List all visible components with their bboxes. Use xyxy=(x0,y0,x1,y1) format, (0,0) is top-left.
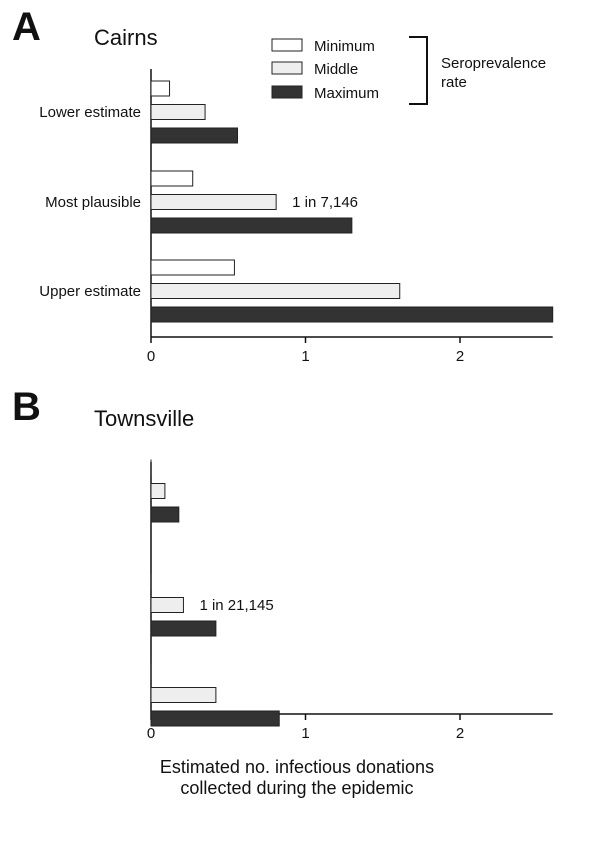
panel-letter: B xyxy=(12,385,41,429)
bar-maximum-2 xyxy=(150,620,217,637)
x-tick-label: 2 xyxy=(456,725,464,742)
x-tick-label: 0 xyxy=(147,348,155,365)
bar-middle-1 xyxy=(150,483,166,499)
bar-maximum-1 xyxy=(150,506,180,523)
legend-label-minimum: Minimum xyxy=(314,38,375,55)
bar-maximum-2 xyxy=(150,217,353,234)
legend-group-label: Seroprevalence xyxy=(441,55,546,72)
x-axis-label-line: collected during the epidemic xyxy=(180,778,413,798)
bar-minimum-3 xyxy=(150,259,235,276)
bar-annotation: 1 in 7,146 xyxy=(292,194,358,211)
legend-swatch-minimum xyxy=(271,38,303,52)
bar-middle-1 xyxy=(150,104,206,120)
x-axis-label-line: Estimated no. infectious donations xyxy=(160,757,434,777)
bar-middle-3 xyxy=(150,283,401,299)
x-tick-label: 1 xyxy=(301,348,309,365)
category-label: Upper estimate xyxy=(39,283,141,300)
x-tick-label: 0 xyxy=(147,725,155,742)
x-tick-label: 2 xyxy=(456,348,464,365)
bar-minimum-2 xyxy=(150,170,194,187)
bar-maximum-1 xyxy=(150,127,239,144)
x-tick-label: 1 xyxy=(301,725,309,742)
legend-label-middle: Middle xyxy=(314,61,358,78)
legend-swatch-middle xyxy=(271,61,303,75)
x-axis-label: Estimated no. infectious donationscollec… xyxy=(160,757,434,798)
panel-b-townsville: B Townsville 0 1 2 1 in 21,145 xyxy=(12,385,553,742)
legend-bracket xyxy=(409,36,428,105)
bar-annotation: 1 in 21,145 xyxy=(199,597,273,614)
legend-swatch-maximum xyxy=(271,85,303,99)
bar-middle-2 xyxy=(150,194,277,210)
legend-group-label: rate xyxy=(441,74,467,91)
bar-maximum-3 xyxy=(150,710,280,727)
panel-a-cairns: A Cairns 0 1 2 Lower estimate Most plausible Up… xyxy=(12,5,554,365)
panel-letter: A xyxy=(12,5,41,49)
chart-title: Townsville xyxy=(94,406,194,431)
category-label: Most plausible xyxy=(45,194,141,211)
bar-maximum-3 xyxy=(150,306,554,323)
chart-title: Cairns xyxy=(94,25,158,50)
legend-label-maximum: Maximum xyxy=(314,85,379,102)
category-label: Lower estimate xyxy=(39,104,141,121)
bar-minimum-1 xyxy=(150,80,171,97)
bar-middle-3 xyxy=(150,687,217,703)
legend: Minimum Middle Maximum Seroprevalence rate xyxy=(271,36,546,105)
bar-middle-2 xyxy=(150,597,184,613)
